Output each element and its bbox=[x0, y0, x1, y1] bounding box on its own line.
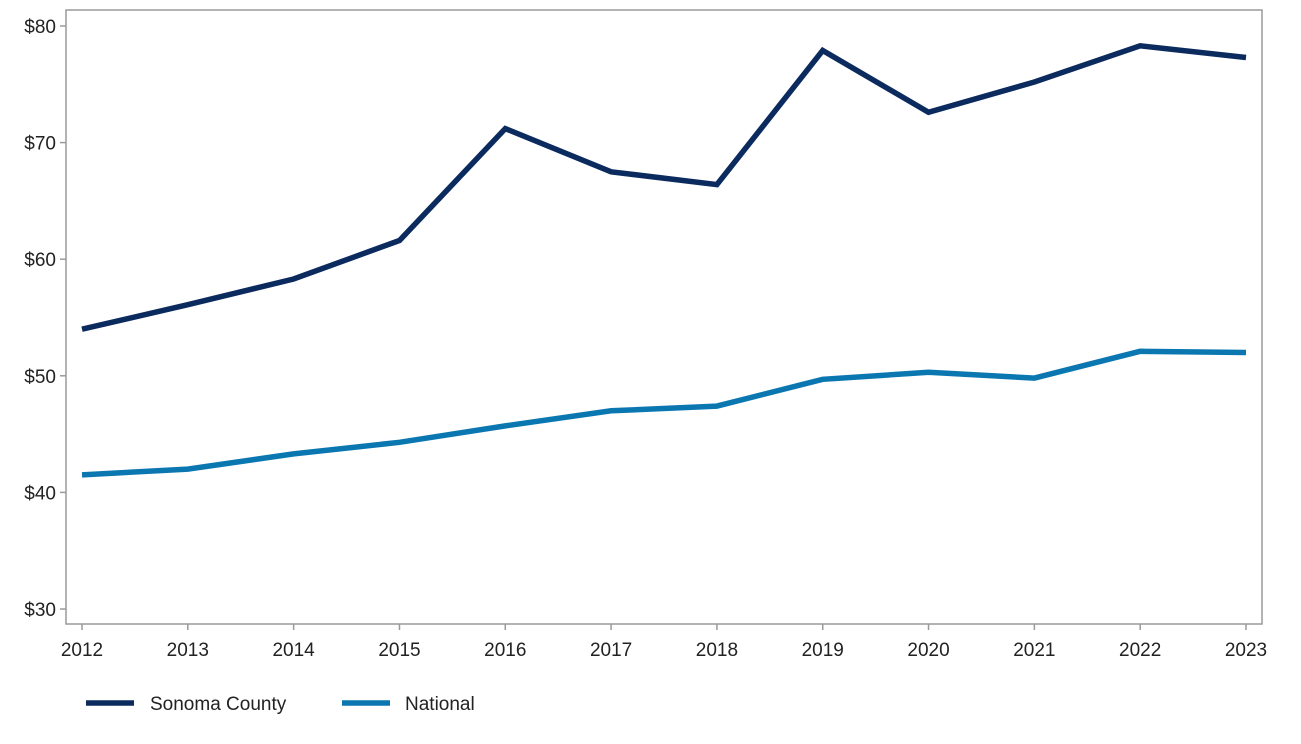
x-tick-label: 2012 bbox=[61, 640, 103, 661]
x-tick-label: 2019 bbox=[802, 640, 844, 661]
y-tick-label: $80 bbox=[24, 17, 56, 38]
x-tick-label: 2015 bbox=[378, 640, 420, 661]
x-tick-label: 2023 bbox=[1225, 640, 1267, 661]
legend-label: Sonoma County bbox=[150, 694, 287, 715]
series-line-national bbox=[81, 348, 1247, 478]
x-tick-label: 2018 bbox=[696, 640, 738, 661]
x-tick-label: 2022 bbox=[1119, 640, 1161, 661]
legend: Sonoma County National bbox=[86, 694, 475, 715]
x-tick-label: 2020 bbox=[907, 640, 949, 661]
x-axis: 2012 2013 2014 2015 2016 2017 2018 2019 2020 2021… bbox=[61, 624, 1267, 661]
x-tick-label: 2017 bbox=[590, 640, 632, 661]
y-tick-label: $50 bbox=[24, 367, 56, 388]
series-line-sonoma-county bbox=[81, 42, 1247, 332]
y-tick-label: $30 bbox=[24, 600, 56, 621]
y-tick-label: $70 bbox=[24, 134, 56, 155]
y-tick-label: $60 bbox=[24, 250, 56, 271]
x-tick-label: 2013 bbox=[167, 640, 209, 661]
x-tick-label: 2016 bbox=[484, 640, 526, 661]
x-tick-label: 2021 bbox=[1013, 640, 1055, 661]
legend-label: National bbox=[405, 694, 475, 715]
y-tick-label: $40 bbox=[24, 483, 56, 504]
series-layer bbox=[81, 42, 1247, 478]
x-tick-label: 2014 bbox=[272, 640, 315, 661]
plot-frame bbox=[65, 9, 1263, 625]
y-axis: $30 $40 $50 $60 $70 $80 bbox=[24, 17, 66, 621]
